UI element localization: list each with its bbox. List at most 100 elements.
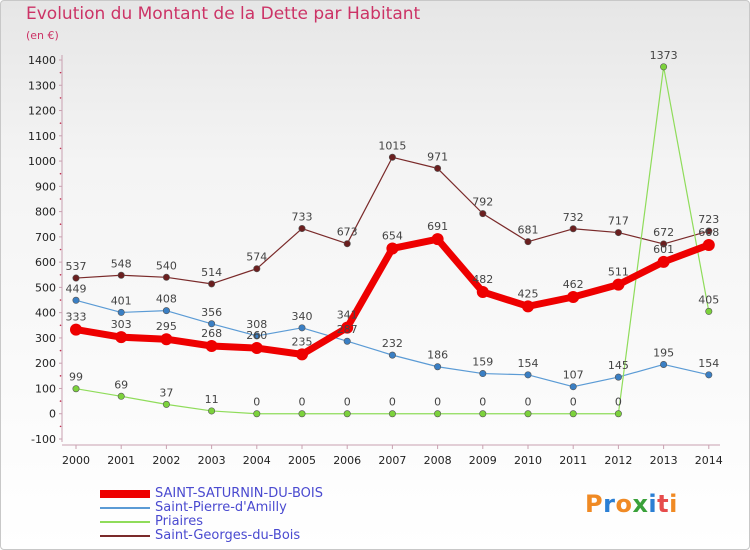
data-point [479,210,487,218]
data-point [705,227,713,235]
data-point [115,331,128,344]
legend-swatch [100,490,150,498]
data-point [296,348,308,361]
y-minor-tick [59,172,62,175]
data-label: 462 [563,278,584,291]
data-label: 268 [201,327,222,340]
data-point [524,238,532,246]
y-tick-label: 1300 [28,79,56,92]
data-label: 514 [201,266,222,279]
logo-letter: i [648,490,658,518]
legend-label: Saint-Pierre-d'Amilly [155,500,287,515]
data-point [705,307,713,315]
data-point [72,274,80,282]
chart-title: Evolution du Montant de la Dette par Hab… [26,4,421,24]
x-tick-label: 2010 [514,454,542,467]
data-point [388,410,396,418]
data-label: 425 [518,287,539,300]
x-tick-label: 2008 [424,454,452,467]
data-label: 1015 [378,139,406,152]
x-tick-label: 2012 [604,454,632,467]
data-label: 449 [66,282,87,295]
data-point [117,392,125,400]
x-tick-label: 2013 [650,454,678,467]
data-label: 681 [518,224,539,237]
y-tick-label: 200 [35,357,56,370]
data-point [298,225,306,233]
y-tick-label: 1400 [28,54,56,67]
y-tick-label: 800 [35,206,56,219]
data-point [431,233,444,246]
data-point [253,410,261,418]
data-point [208,280,216,288]
data-label: 574 [246,251,267,264]
data-point [72,385,80,393]
y-tick-label: 1100 [28,130,56,143]
y-minor-tick [59,248,62,251]
data-label: 0 [253,396,260,409]
unit-label: (en €) [26,29,59,42]
logo-letter: t [657,490,670,518]
data-label: 971 [427,150,448,163]
data-point [162,400,170,408]
data-point [117,271,125,279]
x-tick-label: 2009 [469,454,497,467]
data-point [250,342,263,355]
data-label: 341 [337,309,358,322]
legend-swatch [100,521,150,523]
y-tick-label: 100 [35,382,56,395]
data-point [162,273,170,281]
data-point [388,351,396,359]
data-point [476,285,489,298]
data-point [343,410,351,418]
data-point [341,321,354,334]
x-tick-label: 2000 [62,454,90,467]
data-label: 260 [246,329,267,342]
y-minor-tick [59,223,62,226]
data-label: 232 [382,337,403,350]
y-tick-label: 0 [49,408,56,421]
x-tick-label: 2001 [107,454,135,467]
data-label: 287 [337,323,358,336]
x-tick-label: 2006 [333,454,361,467]
y-minor-tick [59,122,62,124]
data-point [298,324,306,332]
data-label: 145 [608,359,629,372]
data-point [343,337,351,345]
x-tick-label: 2014 [695,454,723,467]
x-tick-label: 2007 [378,454,406,467]
x-tick-label: 2003 [198,454,226,467]
data-point [386,242,399,255]
data-label: 408 [156,293,177,306]
y-tick-label: 1200 [28,105,56,118]
data-point [657,255,670,268]
data-point [660,63,668,71]
data-label: 654 [382,229,403,242]
data-label: 540 [156,259,177,272]
data-point [253,332,261,340]
data-point [569,383,577,391]
data-point [569,225,577,233]
data-label: 0 [344,396,351,409]
logo-letter: x [632,490,649,518]
data-label: 159 [472,356,493,369]
data-label: 723 [698,213,719,226]
data-point [162,307,170,315]
data-point [524,371,532,379]
data-label: 37 [159,386,173,399]
data-label: 672 [653,226,674,239]
y-minor-tick [59,273,62,276]
data-point [614,373,622,381]
y-minor-tick [59,198,62,200]
data-label: 733 [292,211,313,224]
legend-label: SAINT-SATURNIN-DU-BOIS [155,486,323,501]
data-point [522,300,534,313]
data-label: 186 [427,349,448,362]
legend-swatch [100,507,150,509]
data-point [160,333,173,346]
data-point [479,410,487,418]
data-point [205,340,218,353]
data-point [70,323,82,336]
data-label: 405 [698,293,719,306]
data-point [434,164,442,172]
